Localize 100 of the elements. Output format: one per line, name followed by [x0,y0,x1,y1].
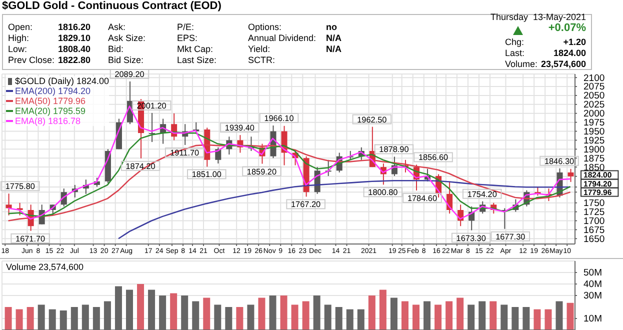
annotation: 1846.30 [544,156,574,166]
text: N/A [326,44,342,54]
text: Last Size: [177,55,217,65]
bar [280,296,288,330]
bar [302,301,310,330]
bar [16,309,23,330]
legend-label: $GOLD (Daily) 1824.00 [15,76,110,86]
annotation: 1754.20 [467,190,498,199]
text: Thursday 13-May-2021 [490,12,586,22]
y-tick-label: 1725 [584,206,605,218]
annotation: 1856.60 [418,153,449,162]
text: Volume: [505,59,538,69]
y-tick-label: 1975 [584,118,605,129]
bar [170,293,178,330]
candlestick [215,146,222,164]
bar [4,307,12,330]
y-tick-label: 1750 [584,198,605,210]
annotation: 1671.70 [16,234,46,244]
text: 1822.80 [58,55,91,65]
bar [434,304,442,330]
legend-label: EMA(8) 1816.78 [15,116,81,126]
annotation: 1767.20 [291,200,322,210]
y-tick-label: 1900 [584,144,605,156]
text: Mkt Cap: [177,44,214,54]
legend-label: EMA(200) 1794.20 [15,86,91,96]
y-tick-label: 1925 [584,135,605,146]
text: $GOLD Gold - Continuous Contract (EOD) [2,0,222,12]
bar [291,304,298,330]
text: 1829.10 [58,33,91,43]
text: Ask Size: [108,33,146,43]
text: +1.20 [563,37,586,47]
candlestick [149,112,156,142]
y-tick-label: 1700 [584,216,605,227]
bar [456,298,464,330]
y-tick-label: 1850 [584,162,605,174]
text: +0.07% [548,22,586,34]
y-tick-label: 40M [584,279,602,290]
y-tick-label: 2100 [584,72,605,84]
text: Yield: [248,44,270,54]
text: no [326,22,337,32]
text: 1808.40 [58,44,91,54]
y-tick-label: 2025 [584,100,605,111]
text: P/E: [177,22,194,32]
text: 23,574,600 [540,59,586,69]
bar [236,307,244,330]
text: SCTR: [248,55,275,65]
y-tick-label: 2000 [584,108,605,120]
text: Low: [8,44,28,54]
annotation: 1966.10 [264,114,294,123]
text: Options: [248,22,282,32]
annotation: 1859.20 [246,167,277,176]
annotation: 1851.00 [192,170,222,180]
bar [137,284,144,330]
y-tick-label: 1650 [584,234,605,245]
y-tick-label: 50M [584,268,602,279]
bar [379,290,386,330]
text: Chg: [505,37,524,47]
annotation: 1677.30 [496,232,526,242]
text: Prev Close: [8,55,55,65]
bar [446,301,453,330]
text: Bid: [108,44,124,54]
bar [401,301,408,330]
candlestick [568,168,574,182]
bar [566,302,574,330]
y-tick-label: 2050 [584,90,605,102]
annotation: 1784.60 [407,194,438,203]
bar [534,309,541,330]
y-tick-label: 1875 [584,153,605,164]
annotation: 2089.20 [114,70,145,79]
text: 1816.20 [58,22,91,32]
annotation: 1775.80 [5,182,36,192]
text: 1824.00 [553,48,586,58]
text: High: [8,33,30,43]
bar [368,296,376,330]
bar [26,307,34,330]
legend-label: EMA(50) 1779.96 [15,96,86,106]
text: N/A [326,33,342,43]
y-tick-label: 1950 [584,126,605,138]
y-tick-label: 30M [584,290,602,302]
text: Ask: [108,22,126,32]
y-tick-label: 2075 [584,82,605,93]
bar [203,298,210,330]
text: Bid Size: [108,55,144,65]
annotation: 1962.50 [357,115,388,124]
annotation: 1878.90 [379,145,410,154]
text: EPS: [177,33,198,43]
candlestick [6,193,12,216]
annotation: 1673.30 [456,234,486,243]
text: Annual Dividend: [248,33,316,43]
annotation: 1911.70 [170,148,200,158]
y-tick-label: 1675 [584,224,605,236]
legend-label: EMA(20) 1795.59 [15,106,86,116]
annotation: 1800.80 [368,188,398,198]
text: Last: [505,48,525,58]
bar [412,304,420,330]
text: Open: [8,22,33,32]
bar [258,298,266,330]
bar [544,309,552,330]
bar [490,301,497,330]
chart-title: Volume 23,574,600 [6,262,84,272]
